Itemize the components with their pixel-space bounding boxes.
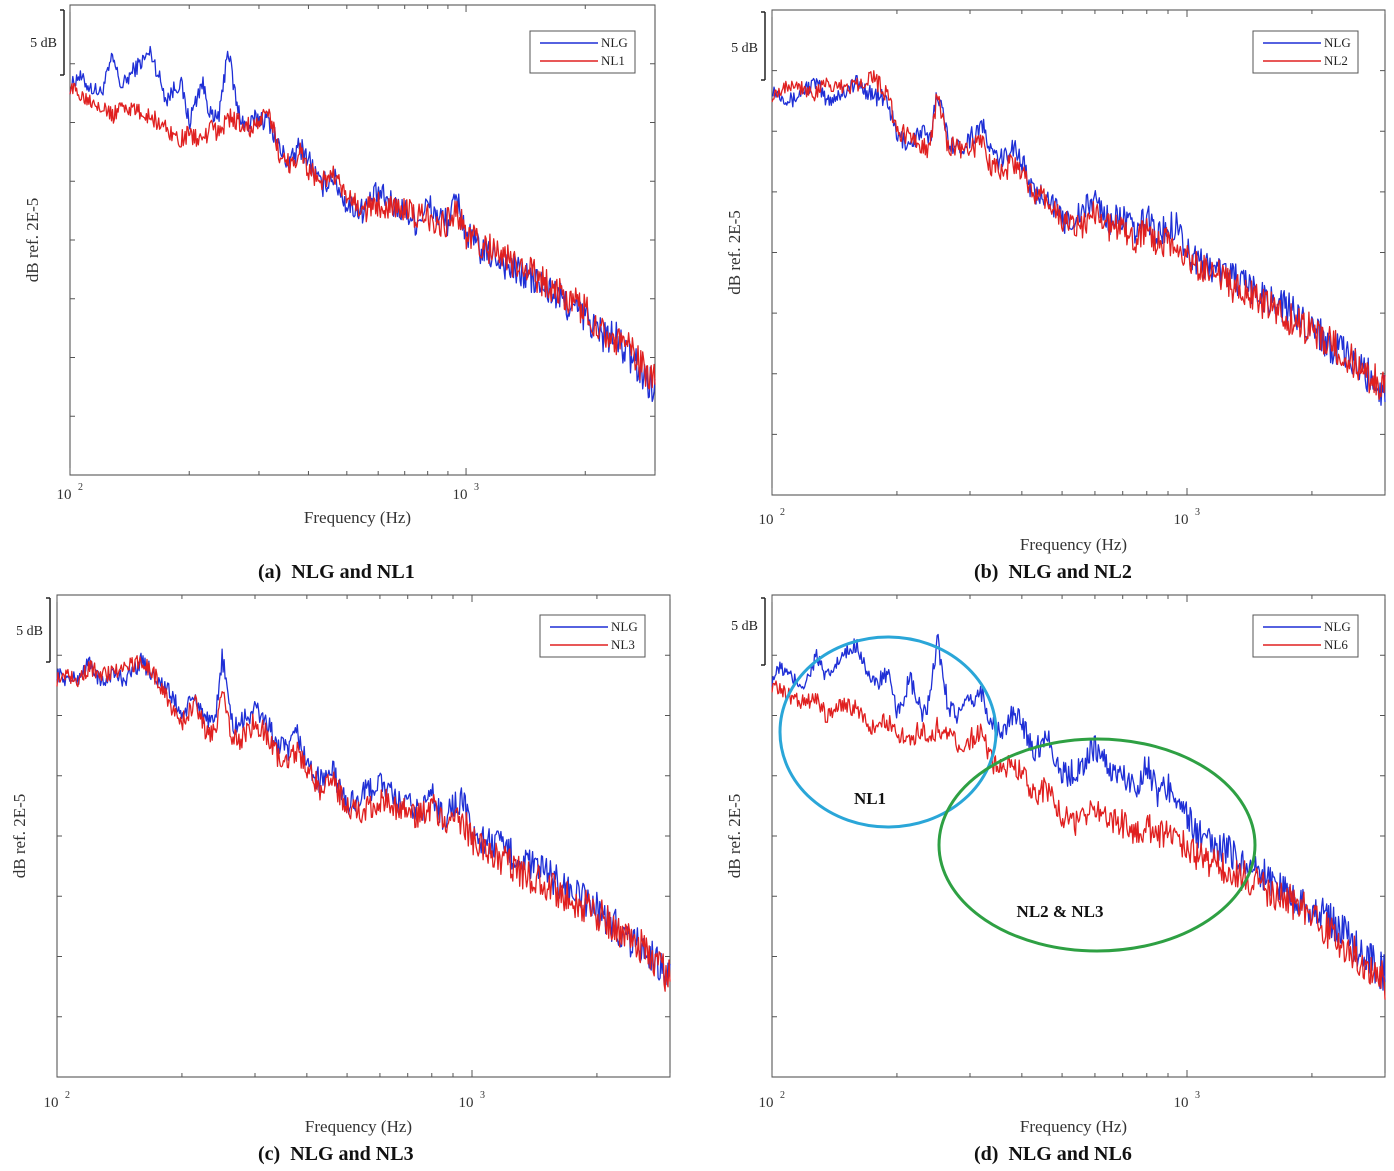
x-tick-label-exponent: 3 bbox=[1195, 1090, 1200, 1101]
x-tick-label: 10 bbox=[759, 512, 774, 528]
x-tick-label-exponent: 3 bbox=[1195, 507, 1200, 518]
x-tick-label-exponent: 3 bbox=[480, 1090, 485, 1101]
x-axis-label: Frequency (Hz) bbox=[305, 1117, 412, 1136]
x-tick-label-exponent: 3 bbox=[474, 482, 479, 493]
caption-a: (a) NLG and NL1 bbox=[258, 561, 415, 583]
x-tick-label-exponent: 2 bbox=[780, 507, 785, 518]
legend-label-nlg: NLG bbox=[1324, 35, 1351, 50]
series-line-nlg bbox=[771, 74, 1386, 406]
legend-label-nlg: NLG bbox=[601, 35, 628, 50]
x-tick-label-exponent: 2 bbox=[65, 1090, 70, 1101]
legend-label-nl1: NL1 bbox=[601, 53, 625, 68]
scale-bar-label: 5 dB bbox=[16, 624, 43, 639]
series-line-nl1 bbox=[69, 82, 656, 390]
legend: NLG NL1 bbox=[529, 30, 636, 74]
caption-d: (d) NLG and NL6 bbox=[974, 1143, 1132, 1165]
series-line-nl2 bbox=[771, 70, 1386, 400]
legend-box bbox=[539, 614, 646, 658]
x-axis-label: Frequency (Hz) bbox=[1020, 1117, 1127, 1136]
legend-label-nl6: NL6 bbox=[1324, 637, 1348, 652]
legend: NLG NL3 bbox=[539, 614, 646, 658]
y-axis-label: dB ref. 2E-5 bbox=[725, 794, 744, 879]
x-tick-label: 10 bbox=[759, 1095, 774, 1111]
legend-box bbox=[1252, 614, 1359, 658]
legend-label-nl3: NL3 bbox=[611, 637, 635, 652]
legend-box bbox=[1252, 30, 1359, 74]
x-tick-label: 10 bbox=[1173, 512, 1188, 528]
legend-label-nlg: NLG bbox=[1324, 619, 1351, 634]
caption-c: (c) NLG and NL3 bbox=[258, 1143, 414, 1165]
x-tick-label: 10 bbox=[458, 1095, 473, 1111]
scale-bar-label: 5 dB bbox=[30, 36, 57, 51]
legend-box bbox=[529, 30, 636, 74]
scale-bar-label: 5 dB bbox=[731, 619, 758, 634]
scale-bar-label: 5 dB bbox=[731, 41, 758, 56]
x-tick-label: 10 bbox=[453, 487, 468, 503]
legend-label-nlg: NLG bbox=[611, 619, 638, 634]
legend: NLG NL2 bbox=[1252, 30, 1359, 74]
series-line-nlg bbox=[56, 648, 671, 986]
x-tick-label-exponent: 2 bbox=[78, 482, 83, 493]
x-tick-label: 10 bbox=[57, 487, 72, 503]
y-axis-label: dB ref. 2E-5 bbox=[23, 198, 42, 283]
series-line-nl6 bbox=[771, 680, 1386, 1000]
x-tick-label: 10 bbox=[1173, 1095, 1188, 1111]
x-axis-label: Frequency (Hz) bbox=[1020, 535, 1127, 554]
axes-frame bbox=[771, 9, 1386, 496]
annotation-label-nl2-nl3: NL2 & NL3 bbox=[1017, 902, 1104, 921]
x-tick-label: 10 bbox=[44, 1095, 59, 1111]
annotation-ellipse-nl1 bbox=[778, 635, 998, 829]
series-line-nl3 bbox=[56, 655, 671, 992]
y-axis-label: dB ref. 2E-5 bbox=[10, 794, 29, 879]
y-axis-label: dB ref. 2E-5 bbox=[725, 210, 744, 295]
annotation-ellipse-nl2-nl3 bbox=[937, 737, 1257, 953]
caption-b: (b) NLG and NL2 bbox=[974, 561, 1132, 583]
series-line-nlg bbox=[771, 633, 1386, 991]
axes-frame bbox=[771, 594, 1386, 1078]
series-line-nlg bbox=[69, 45, 656, 403]
x-axis-label: Frequency (Hz) bbox=[304, 508, 411, 527]
annotation-label-nl1: NL1 bbox=[854, 789, 886, 808]
legend-label-nl2: NL2 bbox=[1324, 53, 1348, 68]
x-tick-label-exponent: 2 bbox=[780, 1090, 785, 1101]
legend: NLG NL6 bbox=[1252, 614, 1359, 658]
